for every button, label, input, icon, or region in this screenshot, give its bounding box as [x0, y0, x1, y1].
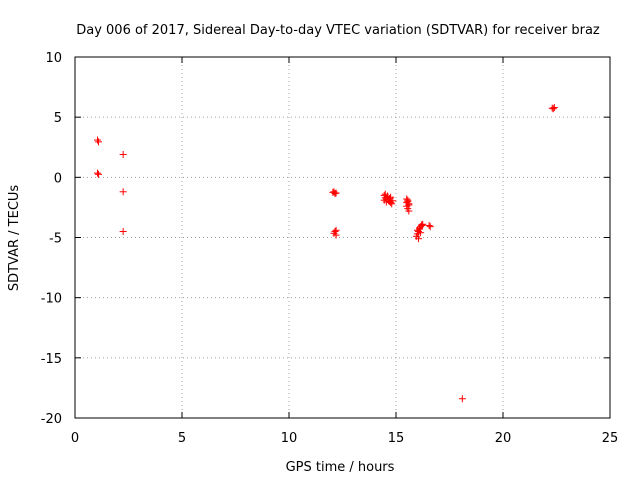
y-tick-label: -5	[49, 232, 62, 247]
y-tick-label: 0	[54, 171, 62, 186]
data-point	[93, 136, 101, 144]
data-point	[119, 150, 127, 158]
x-axis-label: GPS time / hours	[286, 460, 395, 475]
data-point	[332, 189, 340, 197]
x-tick-label: 20	[495, 431, 512, 446]
data-point	[331, 227, 339, 235]
data-point	[119, 227, 127, 235]
data-point	[119, 188, 127, 196]
data-point	[332, 231, 340, 239]
data-point	[388, 200, 396, 208]
data-points	[93, 104, 558, 403]
x-tick-label: 10	[281, 431, 298, 446]
x-tick-label: 5	[178, 431, 186, 446]
grid	[75, 57, 610, 418]
data-point	[95, 170, 103, 178]
y-axis-label: SDTVAR / TECUs	[7, 185, 22, 292]
data-point	[329, 188, 337, 196]
data-point	[403, 199, 411, 207]
x-tick-label: 15	[388, 431, 405, 446]
data-point	[426, 223, 434, 231]
data-point	[549, 105, 557, 113]
data-point	[380, 196, 388, 204]
data-point	[405, 207, 413, 215]
y-tick-label: 5	[54, 111, 62, 126]
data-point	[387, 193, 395, 201]
data-point	[419, 220, 427, 228]
y-tick-label: -20	[41, 412, 62, 427]
data-point	[550, 104, 558, 112]
y-tick-label: 10	[45, 51, 62, 66]
data-point	[386, 194, 394, 202]
chart-title: Day 006 of 2017, Sidereal Day-to-day VTE…	[76, 23, 600, 38]
data-point	[93, 169, 101, 177]
x-tick-label: 25	[602, 431, 619, 446]
data-point	[414, 235, 422, 243]
data-point	[425, 221, 433, 229]
x-tick-label: 0	[71, 431, 79, 446]
data-point	[95, 138, 103, 146]
y-tick-label: -10	[41, 292, 62, 307]
axis-ticks: 0 5 10 15 20 25 -20 -15 -10 -5 0 5 10	[41, 51, 619, 446]
data-point	[418, 221, 426, 229]
y-tick-label: -15	[41, 352, 62, 367]
data-point	[458, 395, 466, 403]
